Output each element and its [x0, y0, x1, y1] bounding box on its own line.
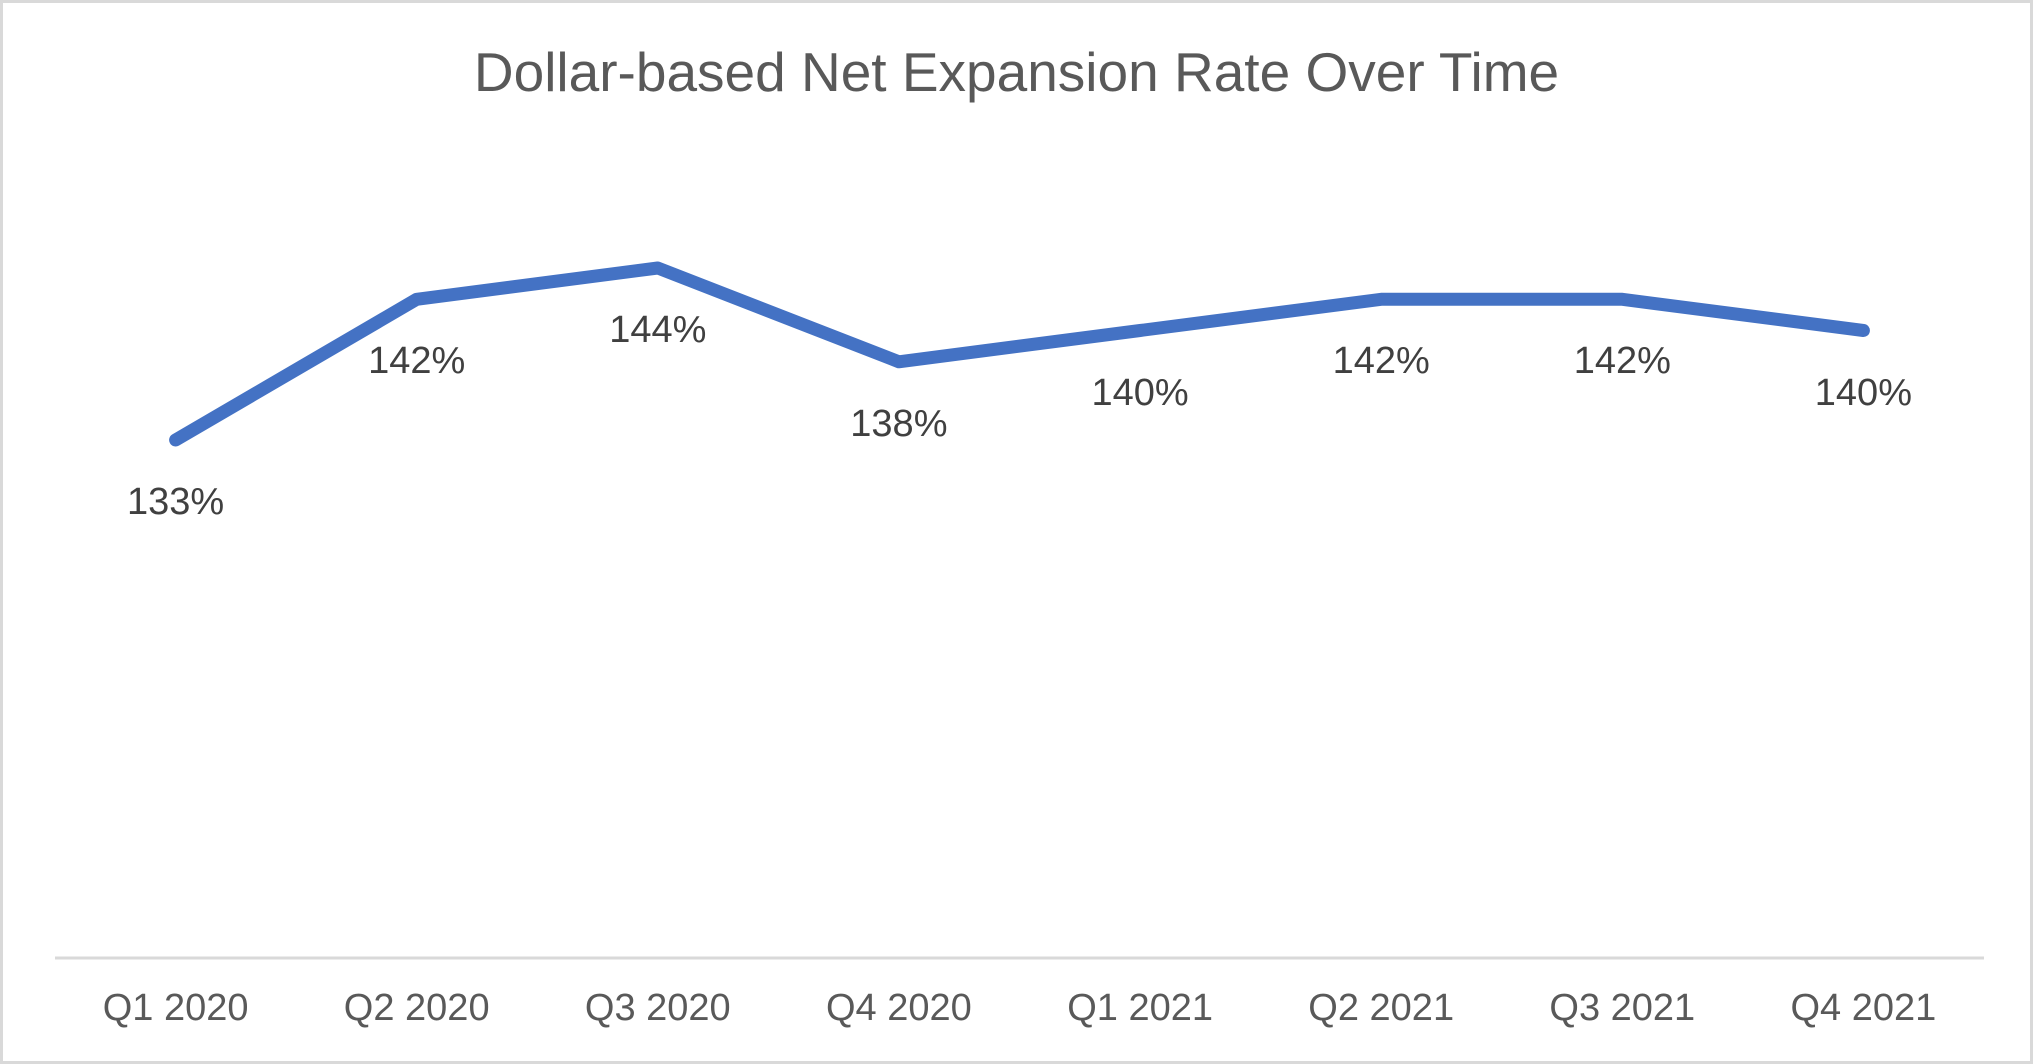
data-label: 138% — [850, 402, 948, 445]
x-axis-label: Q3 2021 — [1549, 987, 1696, 1029]
data-label: 142% — [1573, 340, 1671, 383]
x-axis-label: Q3 2020 — [584, 987, 731, 1029]
line-chart-plot-area — [55, 261, 1984, 960]
x-axis-label: Q4 2021 — [1790, 987, 1937, 1029]
data-label: 142% — [368, 340, 466, 383]
series-line — [169, 261, 1870, 447]
chart-title: Dollar-based Net Expansion Rate Over Tim… — [473, 41, 1560, 103]
x-axis-label: Q1 2020 — [102, 987, 249, 1029]
data-label: 142% — [1332, 340, 1430, 383]
data-label: 140% — [1814, 371, 1912, 414]
x-axis-label: Q2 2021 — [1308, 987, 1455, 1029]
x-axis-label: Q2 2020 — [343, 987, 490, 1029]
data-label: 133% — [126, 481, 225, 523]
x-axis-label: Q4 2020 — [825, 987, 972, 1029]
data-label: 144% — [609, 309, 707, 351]
data-label: 140% — [1091, 371, 1189, 414]
x-axis-label: Q1 2021 — [1067, 987, 1213, 1029]
